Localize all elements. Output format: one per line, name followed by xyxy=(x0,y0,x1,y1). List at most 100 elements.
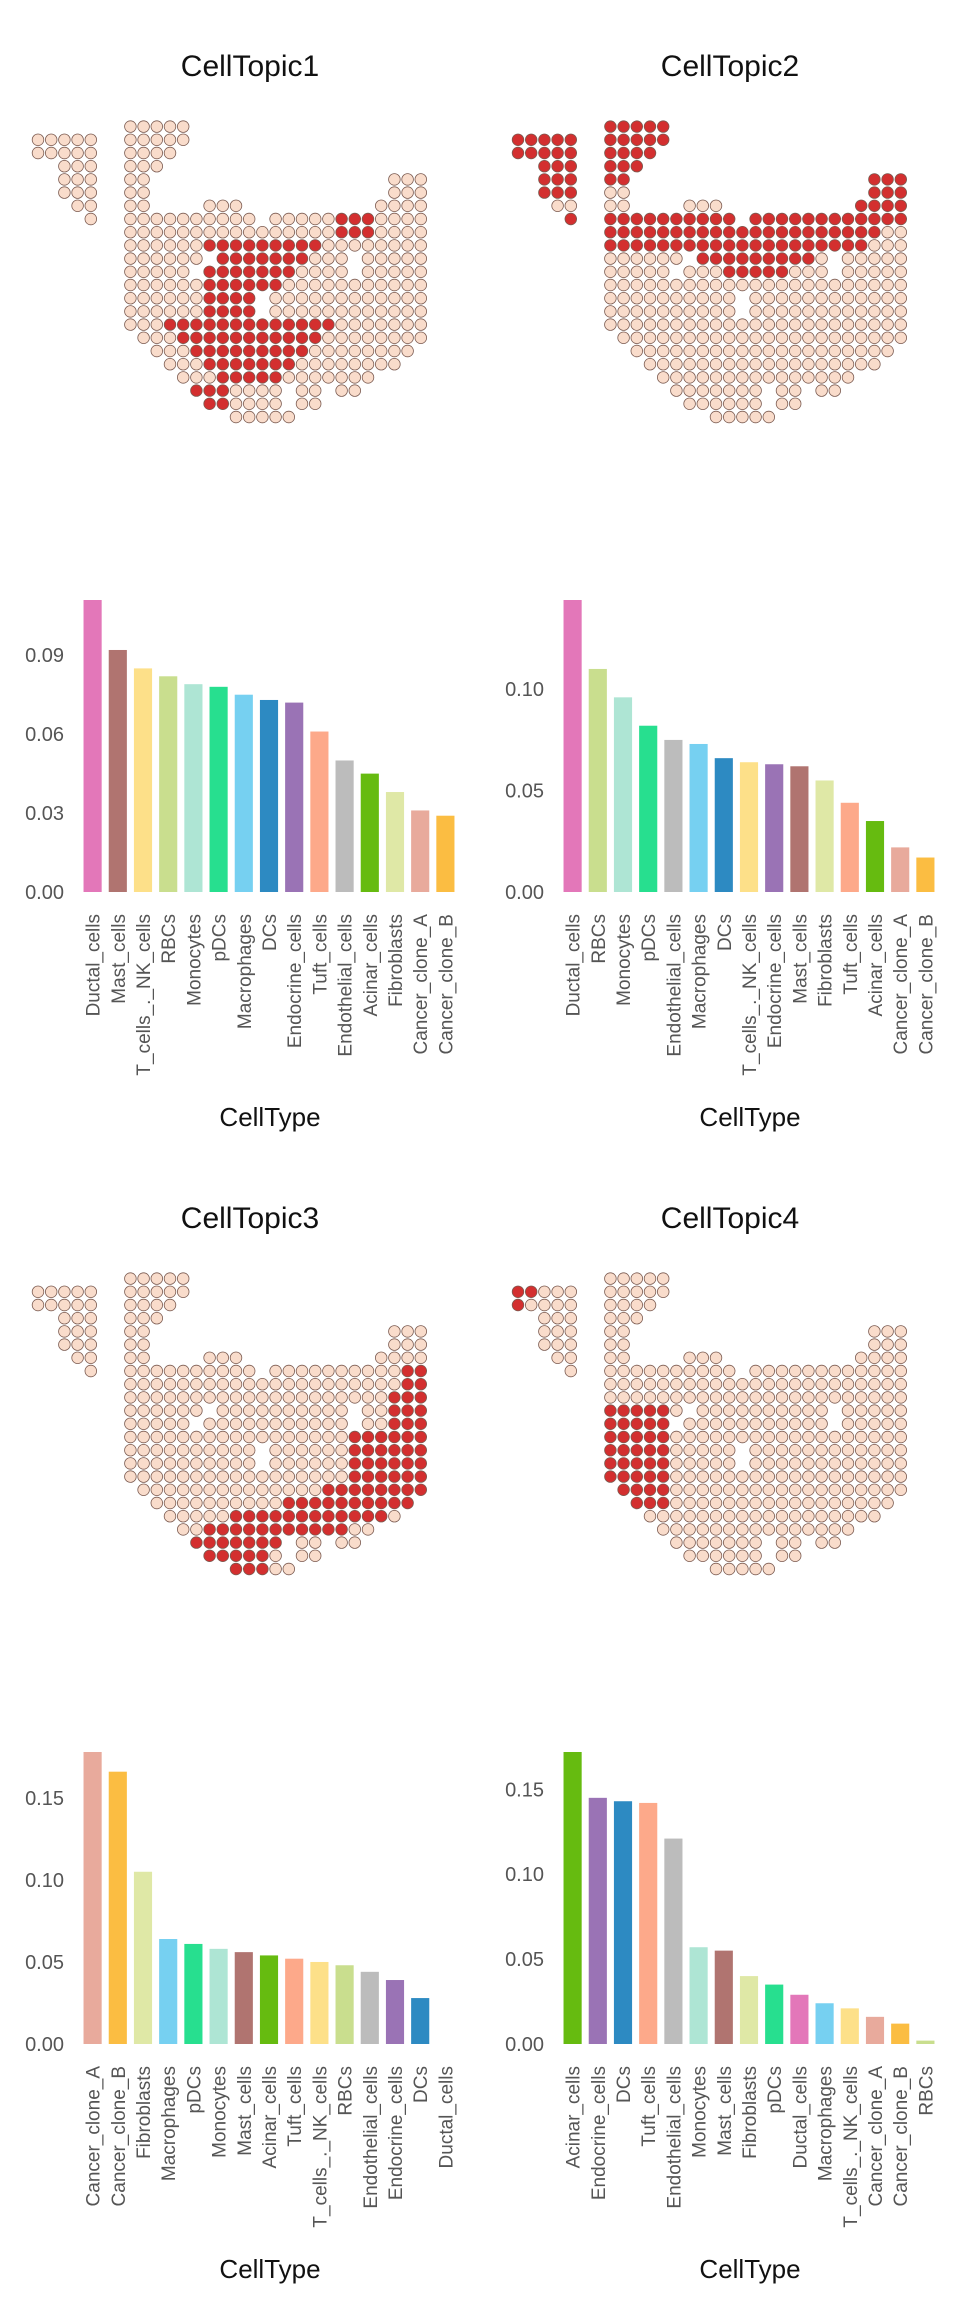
tissue-spot xyxy=(335,305,348,318)
tissue-spot xyxy=(656,1470,670,1483)
tissue-spot xyxy=(696,358,710,371)
tissue-spot xyxy=(335,371,348,384)
tissue-spot xyxy=(683,384,696,397)
tissue-spot xyxy=(828,1536,842,1549)
tissue-spot xyxy=(229,1351,243,1365)
tissue-spot xyxy=(617,225,630,239)
tissue-spot xyxy=(722,1562,736,1576)
tissue-spot xyxy=(894,199,908,213)
tissue-spot xyxy=(802,1417,815,1431)
bar-T_cells_._NK_cells xyxy=(840,2008,859,2044)
tissue-spot xyxy=(388,318,401,331)
tissue-spot xyxy=(335,1457,348,1470)
tissue-spot xyxy=(269,1549,282,1563)
tissue-spot xyxy=(242,212,256,226)
tissue-spot xyxy=(762,225,776,239)
tissue-spot xyxy=(84,146,98,160)
tissue-spot xyxy=(269,397,282,411)
bar-Endothelial_cells xyxy=(360,1971,379,2044)
tissue-spot xyxy=(604,239,617,252)
tissue-spot xyxy=(256,1377,269,1391)
tissue-spot xyxy=(696,1483,710,1497)
tissue-spot xyxy=(309,1364,322,1378)
tissue-spot xyxy=(203,1430,216,1444)
tissue-spot xyxy=(722,1549,736,1563)
tissue-spot xyxy=(683,239,696,252)
tissue-spot xyxy=(150,1311,164,1325)
tissue-spot xyxy=(31,1298,45,1312)
tissue-spot xyxy=(775,305,789,318)
tissue-spot xyxy=(670,384,683,397)
tissue-spot xyxy=(282,1483,296,1497)
tissue-spot xyxy=(269,225,282,239)
tissue-spot xyxy=(269,358,282,371)
tissue-spot xyxy=(775,278,789,292)
tissue-spot xyxy=(670,1391,683,1404)
tissue-spot xyxy=(551,173,564,186)
tissue-spot xyxy=(216,1470,230,1483)
tissue-spot xyxy=(190,1430,203,1444)
tissue-spot xyxy=(511,1285,525,1299)
tissue-spot xyxy=(775,1404,789,1417)
tissue-spot xyxy=(256,1404,269,1417)
tissue-spot xyxy=(828,1430,842,1444)
tissue-spot xyxy=(775,331,789,345)
tissue-spot xyxy=(309,1457,322,1470)
tissue-spot xyxy=(868,1470,881,1483)
tissue-spot xyxy=(643,1483,657,1497)
tissue-spot xyxy=(269,384,282,397)
tissue-spot xyxy=(828,278,842,292)
tissue-spot xyxy=(375,265,388,279)
tissue-spot xyxy=(855,1444,868,1457)
tissue-spot xyxy=(322,1496,335,1510)
tissue-spot xyxy=(388,186,401,199)
tissue-spot xyxy=(736,1562,749,1576)
tissue-spot xyxy=(124,1298,137,1312)
tissue-spot xyxy=(643,252,657,265)
tissue-spot xyxy=(604,318,617,331)
category-label: T_cells_._NK_cells xyxy=(740,914,761,1076)
tissue-spot xyxy=(361,358,375,371)
tissue-spot xyxy=(229,292,243,305)
bar-Macrophages xyxy=(815,2003,834,2044)
tissue-spot xyxy=(828,239,842,252)
tissue-spot xyxy=(137,1351,150,1365)
bar-Monocytes xyxy=(184,684,203,892)
tissue-spot xyxy=(295,1417,309,1431)
tissue-spot xyxy=(176,1272,190,1285)
tissue-spot xyxy=(58,173,71,186)
tissue-spot xyxy=(656,1523,670,1536)
tissue-spot xyxy=(604,1338,617,1351)
tissue-spot xyxy=(401,1417,414,1431)
tissue-spot xyxy=(709,1536,723,1549)
tissue-spot xyxy=(630,344,644,358)
category-label: Fibroblasts xyxy=(134,2066,155,2159)
tissue-spot xyxy=(84,212,98,226)
category-label: Monocytes xyxy=(690,2066,711,2158)
tissue-spot xyxy=(229,305,243,318)
tissue-spot xyxy=(656,358,670,371)
tissue-spot xyxy=(388,1496,401,1510)
tissue-spot xyxy=(643,1457,657,1470)
tissue-spot xyxy=(722,1364,736,1378)
tissue-spot xyxy=(71,1311,84,1325)
tissue-spot xyxy=(670,1510,683,1523)
tissue-spot xyxy=(335,1536,348,1549)
tissue-spot xyxy=(564,1311,578,1325)
tissue-spot xyxy=(670,225,683,239)
tissue-spot xyxy=(841,358,855,371)
tissue-spot xyxy=(361,318,375,331)
tissue-spot xyxy=(150,133,164,147)
tissue-spot xyxy=(242,397,256,411)
tissue-spot xyxy=(71,1298,84,1312)
topic2-x-axis-title: CellType xyxy=(699,1102,800,1132)
y-tick-label: 0.05 xyxy=(505,781,544,803)
tissue-spot xyxy=(775,1377,789,1391)
tissue-spot xyxy=(736,1377,749,1391)
tissue-spot xyxy=(643,344,657,358)
tissue-spot xyxy=(203,1444,216,1457)
tissue-spot xyxy=(150,1272,164,1285)
tissue-spot xyxy=(361,212,375,226)
tissue-spot xyxy=(855,1457,868,1470)
